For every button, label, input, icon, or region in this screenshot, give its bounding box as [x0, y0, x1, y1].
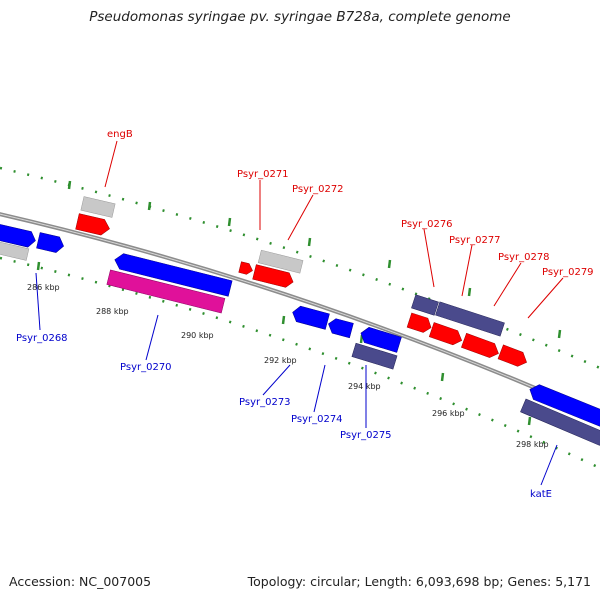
gene-label-Psyr_0268[interactable]: Psyr_0268 — [16, 333, 68, 344]
genome-backbone-highlight — [0, 213, 600, 417]
gene-feature-engB-grey[interactable] — [80, 196, 116, 218]
forward-leaders — [104, 140, 564, 319]
gene-feature[interactable] — [36, 232, 66, 254]
forward-labels: engB Psyr_0271 Psyr_0272 Psyr_0276 Psyr_… — [107, 129, 594, 278]
gene-label-Psyr_0277[interactable]: Psyr_0277 — [449, 235, 501, 246]
gene-label-Psyr_0273[interactable]: Psyr_0273 — [239, 397, 291, 408]
gene-feature-long-blue[interactable] — [113, 252, 233, 297]
gene-feature-Psyr_0277[interactable] — [435, 301, 505, 337]
gene-feature-Psyr_0275[interactable] — [351, 342, 398, 370]
gene-feature-red-b[interactable] — [428, 322, 464, 347]
gene-label-Psyr_0276[interactable]: Psyr_0276 — [401, 219, 453, 230]
gene-feature-Psyr_0273[interactable] — [291, 305, 330, 330]
gene-label-Psyr_0274[interactable]: Psyr_0274 — [291, 414, 343, 425]
reverse-leaders — [35, 272, 558, 486]
gene-feature-Psyr_0270[interactable] — [106, 269, 226, 314]
gene-label-Psyr_0272[interactable]: Psyr_0272 — [292, 184, 344, 195]
tick-label: 286 kbp — [27, 283, 60, 292]
gene-feature[interactable] — [0, 223, 37, 248]
upper-ticks — [67, 180, 562, 339]
gene-label-Psyr_0278[interactable]: Psyr_0278 — [498, 252, 550, 263]
gene-feature-engB[interactable] — [75, 213, 112, 237]
gene-label-Psyr_0271[interactable]: Psyr_0271 — [237, 169, 289, 180]
tick-labels: 286 kbp 288 kbp 290 kbp 292 kbp 294 kbp … — [27, 283, 549, 449]
scale-tick — [440, 372, 445, 382]
scale-tick — [527, 416, 532, 426]
tick-label: 298 kbp — [516, 440, 549, 449]
gene-label-Psyr_0270[interactable]: Psyr_0270 — [120, 362, 172, 373]
gene-label-katE[interactable]: katE — [530, 489, 552, 500]
map-title: Pseudomonas syringae pv. syringae B728a,… — [89, 9, 511, 25]
gene-feature-Psyr_0271[interactable] — [238, 261, 254, 276]
gene-feature-Psyr_0274[interactable] — [326, 317, 354, 339]
gene-label-engB[interactable]: engB — [107, 129, 133, 140]
gene-feature-Psyr_0276[interactable] — [411, 294, 439, 316]
reverse-labels: Psyr_0268 Psyr_0270 Psyr_0273 Psyr_0274 … — [16, 333, 552, 500]
gene-feature-katE[interactable] — [520, 398, 600, 446]
tick-label: 292 kbp — [264, 356, 297, 365]
gene-feature-blue-small[interactable] — [359, 326, 402, 353]
gene-label-Psyr_0279[interactable]: Psyr_0279 — [542, 267, 594, 278]
tick-label: 288 kbp — [96, 307, 129, 316]
gene-feature-red-a[interactable] — [406, 312, 434, 334]
scale-tick — [281, 315, 286, 325]
tick-label: 290 kbp — [181, 331, 214, 340]
topology-text: Topology: circular; Length: 6,093,698 bp… — [247, 574, 591, 589]
scale-tick — [36, 261, 41, 271]
accession-text: Accession: NC_007005 — [9, 574, 152, 589]
tick-label: 296 kbp — [432, 409, 465, 418]
gene-feature-Psyr_0278[interactable] — [461, 332, 501, 360]
gene-feature-Psyr_0279[interactable] — [497, 344, 530, 369]
gene-label-Psyr_0275[interactable]: Psyr_0275 — [340, 430, 392, 441]
gene-feature-Psyr_0272[interactable] — [252, 264, 295, 289]
gene-feature-Psyr_0272-grey[interactable] — [257, 249, 304, 274]
gene-feature-blue-right[interactable] — [527, 382, 600, 427]
tick-label: 294 kbp — [348, 382, 381, 391]
gene-feature[interactable] — [0, 240, 30, 261]
